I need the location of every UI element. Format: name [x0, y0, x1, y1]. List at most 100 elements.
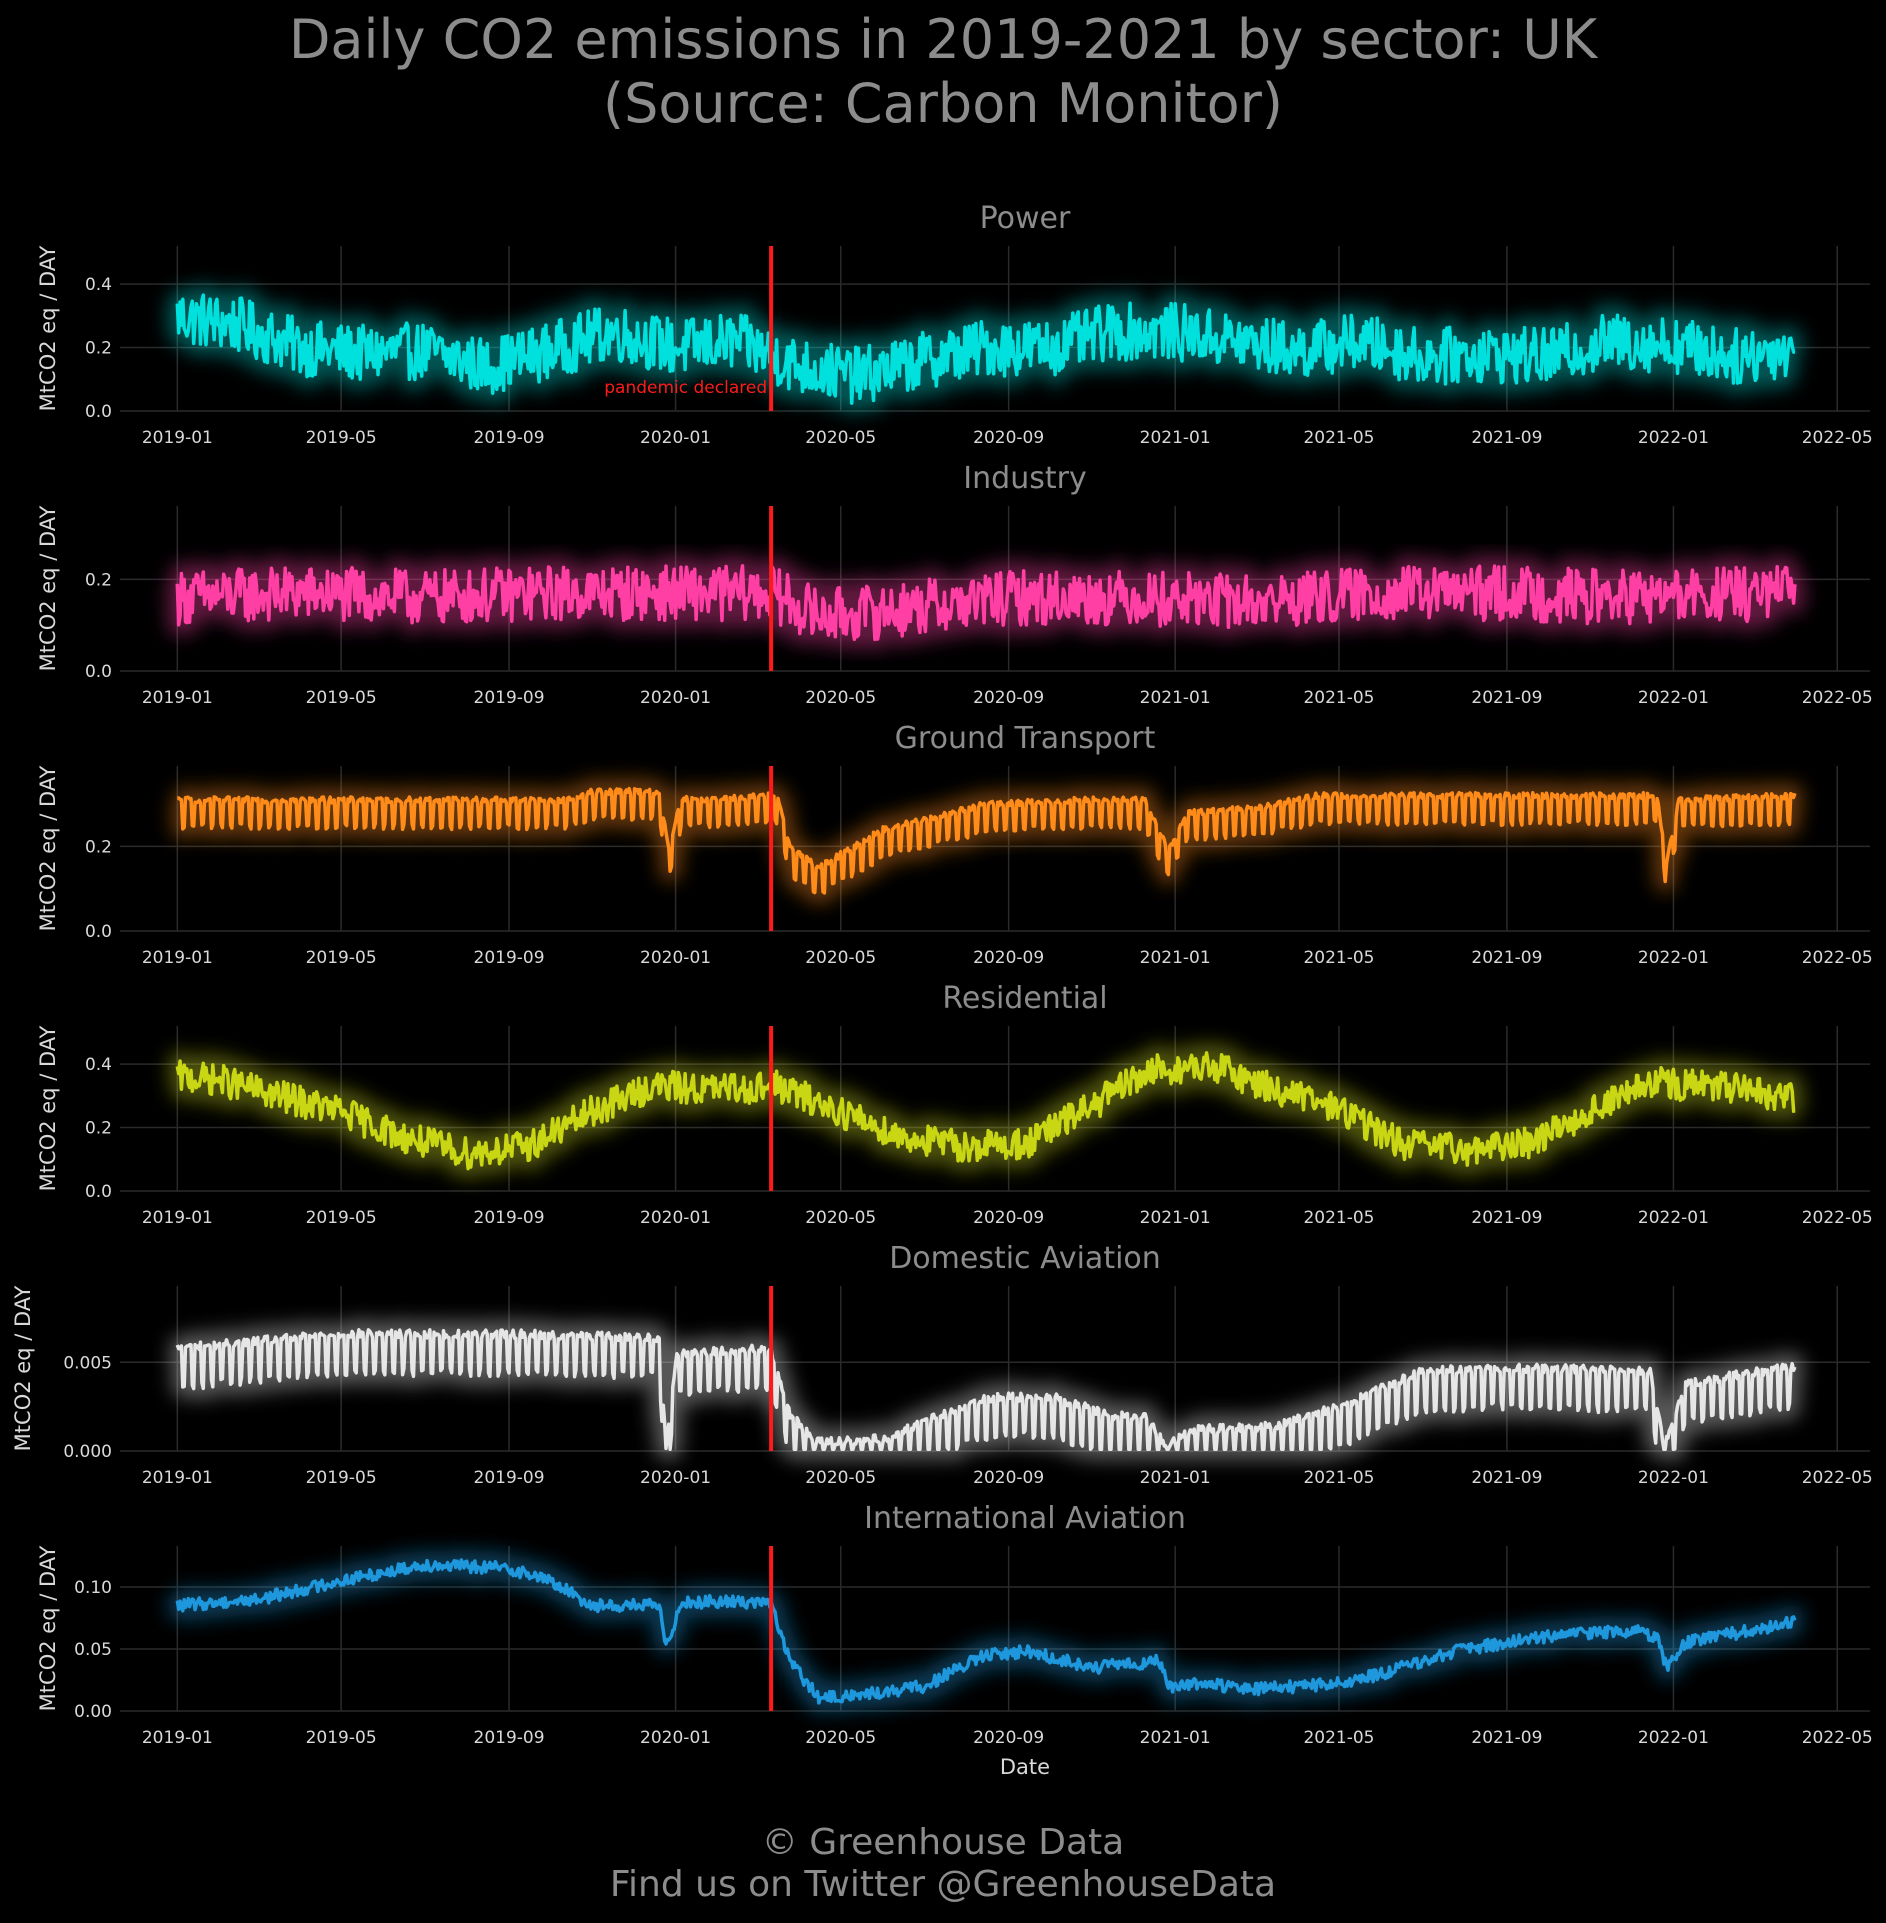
x-tick-label: 2021-09: [1471, 428, 1542, 448]
y-tick-label: 0.005: [63, 1353, 112, 1373]
chart-title-line2: (Source: Carbon Monitor): [603, 72, 1283, 135]
y-axis-label: MtCO2 eq / DAY: [11, 1286, 35, 1452]
y-tick-label: 0.10: [74, 1578, 112, 1598]
y-axis-label: MtCO2 eq / DAY: [36, 1026, 60, 1192]
x-tick-label: 2019-09: [474, 428, 545, 448]
x-tick-label: 2019-01: [142, 948, 213, 968]
y-axis-label: MtCO2 eq / DAY: [36, 1546, 60, 1712]
series-line-power: [175, 293, 1796, 405]
x-tick-label: 2019-05: [306, 948, 377, 968]
footer: © Greenhouse Data Find us on Twitter @Gr…: [0, 1822, 1886, 1906]
panel-industry: Industry 0.0 0.2 2019-01 2019-05 2019-09 2020-…: [36, 461, 1873, 708]
x-tick-label: 2019-01: [142, 1468, 213, 1488]
panel-title-ground-transport: Ground Transport: [895, 721, 1156, 756]
x-tick-label: 2019-05: [306, 1208, 377, 1228]
x-tick-label: 2022-05: [1802, 688, 1873, 708]
x-tick-label: 2020-01: [640, 1208, 711, 1228]
y-tick-label: 0.000: [63, 1442, 112, 1462]
x-tick-label: 2021-05: [1303, 1728, 1374, 1748]
x-tick-label: 2022-01: [1638, 948, 1709, 968]
x-tick-label: 2019-09: [474, 1728, 545, 1748]
y-axis-label: MtCO2 eq / DAY: [36, 246, 60, 412]
x-tick-label: 2020-09: [973, 948, 1044, 968]
series-line-industry: [175, 564, 1797, 642]
x-tick-label: 2021-05: [1303, 688, 1374, 708]
series-glow-international-aviation: [166, 1549, 1806, 1714]
x-tick-label: 2021-01: [1140, 688, 1211, 708]
footer-twitter: Find us on Twitter @GreenhouseData: [609, 1864, 1277, 1905]
x-tick-label: 2021-09: [1471, 688, 1542, 708]
x-tick-label: 2021-01: [1140, 428, 1211, 448]
y-tick-label: 0.2: [85, 339, 112, 359]
pandemic-annotation: pandemic declared: [604, 378, 767, 398]
x-tick-label: 2022-05: [1802, 428, 1873, 448]
x-tick-label: 2022-01: [1638, 1208, 1709, 1228]
panel-title-international-aviation: International Aviation: [864, 1501, 1186, 1536]
x-axis-label: Date: [1000, 1755, 1050, 1779]
x-tick-label: 2020-01: [640, 948, 711, 968]
panel-title-domestic-aviation: Domestic Aviation: [889, 1241, 1161, 1276]
x-tick-label: 2021-05: [1303, 1468, 1374, 1488]
panel-power: Power 0.0 0.2 0.4 2019-01 2019-05 2019-09 2020-…: [36, 201, 1873, 448]
x-tick-label: 2021-01: [1140, 1208, 1211, 1228]
x-tick-label: 2022-05: [1802, 1728, 1873, 1748]
x-tick-label: 2021-01: [1140, 948, 1211, 968]
x-tick-label: 2020-09: [973, 1728, 1044, 1748]
x-tick-label: 2020-09: [973, 1468, 1044, 1488]
x-tick-label: 2022-01: [1638, 688, 1709, 708]
panel-ground-transport: Ground Transport 0.0 0.2 2019-01 2019-05 2019…: [36, 721, 1873, 968]
x-tick-label: 2019-01: [142, 1728, 213, 1748]
y-axis-label: MtCO2 eq / DAY: [36, 506, 60, 672]
x-tick-label: 2020-05: [805, 688, 876, 708]
x-tick-label: 2019-09: [474, 688, 545, 708]
x-tick-label: 2020-05: [805, 428, 876, 448]
x-tick-label: 2020-05: [805, 1208, 876, 1228]
x-tick-label: 2021-01: [1140, 1728, 1211, 1748]
x-tick-label: 2019-09: [474, 948, 545, 968]
y-tick-label: 0.00: [74, 1702, 112, 1722]
y-axis-label: MtCO2 eq / DAY: [36, 766, 60, 932]
x-tick-label: 2022-01: [1638, 1728, 1709, 1748]
x-tick-label: 2019-09: [474, 1468, 545, 1488]
y-tick-label: 0.2: [85, 1119, 112, 1139]
panel-title-power: Power: [980, 201, 1071, 236]
y-tick-label: 0.2: [85, 837, 112, 857]
x-tick-label: 2019-01: [142, 688, 213, 708]
x-tick-label: 2020-01: [640, 688, 711, 708]
footer-copyright: © Greenhouse Data: [761, 1822, 1125, 1863]
x-tick-label: 2021-05: [1303, 948, 1374, 968]
panel-title-residential: Residential: [942, 981, 1107, 1016]
x-tick-label: 2022-01: [1638, 1468, 1709, 1488]
y-tick-label: 0.2: [85, 570, 112, 590]
x-tick-label: 2019-05: [306, 1468, 377, 1488]
x-tick-label: 2019-01: [142, 1208, 213, 1228]
x-tick-label: 2022-05: [1802, 1468, 1873, 1488]
series-line-ground-transport: [176, 786, 1797, 895]
series-line-international-aviation: [175, 1558, 1797, 1705]
x-tick-label: 2021-01: [1140, 1468, 1211, 1488]
x-tick-label: 2022-01: [1638, 428, 1709, 448]
x-tick-label: 2020-05: [805, 1728, 876, 1748]
x-tick-label: 2020-09: [973, 1208, 1044, 1228]
x-tick-label: 2020-01: [640, 1728, 711, 1748]
chart-title-line1: Daily CO2 emissions in 2019-2021 by sect…: [288, 8, 1598, 71]
x-tick-label: 2020-09: [973, 428, 1044, 448]
x-tick-label: 2019-05: [306, 1728, 377, 1748]
x-tick-label: 2020-01: [640, 1468, 711, 1488]
x-tick-label: 2020-01: [640, 428, 711, 448]
x-tick-label: 2019-05: [306, 688, 377, 708]
x-tick-label: 2021-09: [1471, 1468, 1542, 1488]
x-tick-label: 2019-09: [474, 1208, 545, 1228]
y-tick-label: 0.0: [85, 922, 112, 942]
x-tick-label: 2022-05: [1802, 1208, 1873, 1228]
chart-title: Daily CO2 emissions in 2019-2021 by sect…: [0, 8, 1886, 136]
series-line-residential: [175, 1051, 1796, 1171]
y-tick-label: 0.05: [74, 1640, 112, 1660]
y-tick-label: 0.4: [85, 275, 112, 295]
panel-residential: Residential 0.0 0.2 0.4 2019-01 2019-05 2019-0…: [36, 981, 1873, 1228]
x-tick-label: 2021-05: [1303, 1208, 1374, 1228]
y-tick-label: 0.0: [85, 1182, 112, 1202]
y-tick-label: 0.0: [85, 402, 112, 422]
series-line-domestic-aviation: [175, 1328, 1797, 1452]
